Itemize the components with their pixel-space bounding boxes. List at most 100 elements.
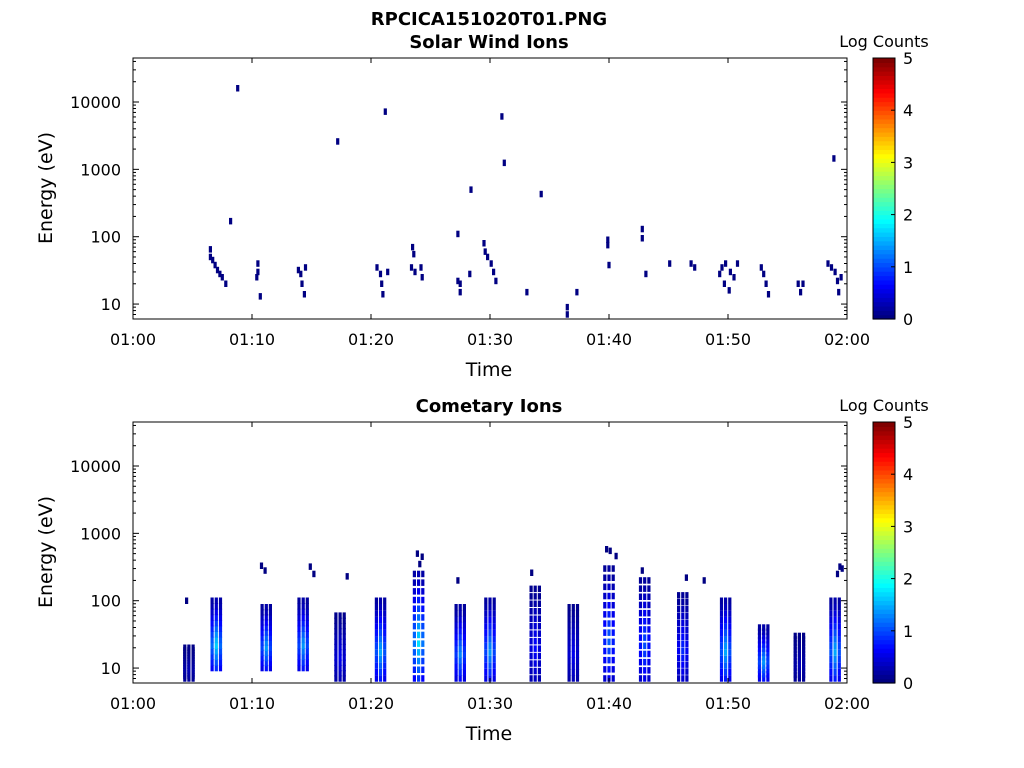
- colorbar-segment: [873, 271, 895, 277]
- heatmap-cell: [802, 636, 806, 643]
- heatmap-cell: [685, 661, 689, 668]
- heatmap-cell: [378, 655, 383, 663]
- heatmap-cell: [301, 664, 305, 672]
- heatmap-cell: [218, 659, 223, 666]
- heatmap-cell: [264, 614, 268, 621]
- heatmap-cell: [728, 662, 732, 669]
- colorbar-segment: [873, 136, 895, 142]
- heatmap-cell: [539, 190, 543, 198]
- heatmap-cell: [529, 645, 533, 652]
- heatmap-cell: [488, 610, 492, 617]
- heatmap-cell: [412, 666, 416, 673]
- colorbar-segment: [873, 62, 895, 68]
- heatmap-cell: [210, 625, 214, 632]
- heatmap-cell: [529, 660, 533, 667]
- heatmap-cell: [334, 617, 338, 625]
- heatmap-cell: [342, 628, 346, 635]
- heatmap-cell: [462, 621, 466, 629]
- heatmap-cell: [647, 585, 651, 592]
- heatmap-cell: [829, 662, 833, 669]
- x-tick-label: 01:10: [229, 694, 275, 713]
- heatmap-cell: [681, 626, 685, 634]
- heatmap-cell: [417, 666, 421, 673]
- colorbar-tick-label: 5: [903, 413, 913, 432]
- heatmap-cell: [529, 622, 533, 630]
- heatmap-cell: [334, 633, 338, 640]
- heatmap-cell: [685, 612, 689, 620]
- colorbar-segment: [873, 639, 895, 645]
- heatmap-cell: [766, 666, 770, 674]
- heatmap-cell: [685, 599, 689, 606]
- heatmap-cell: [677, 640, 681, 648]
- heatmap-cell: [419, 264, 423, 271]
- heatmap-cell: [260, 619, 264, 626]
- heatmap-cell: [537, 660, 541, 667]
- heatmap-cell: [728, 616, 732, 624]
- heatmap-cell: [492, 662, 496, 669]
- colorbar-segment: [873, 548, 895, 554]
- heatmap-cell: [417, 622, 421, 630]
- colorbar-segment: [873, 114, 895, 120]
- colorbar-segment: [873, 648, 895, 654]
- x-axis-label: Time: [465, 723, 513, 745]
- colorbar-segment: [873, 474, 895, 480]
- heatmap-cell: [454, 615, 458, 623]
- heatmap-cell: [607, 629, 611, 636]
- y-axis: 10 100 1000 10000: [70, 424, 847, 684]
- heatmap-cell: [462, 657, 466, 664]
- heatmap-cell: [603, 583, 607, 591]
- colorbar-segment: [873, 292, 895, 298]
- heatmap-cell: [210, 648, 214, 655]
- heatmap-cell: [412, 649, 416, 656]
- heatmap-cell: [702, 577, 706, 584]
- heatmap-cell: [797, 664, 801, 672]
- heatmap-cell: [338, 617, 342, 625]
- heatmap-cell: [757, 675, 762, 682]
- heatmap-cell: [338, 649, 342, 656]
- heatmap-cell: [264, 639, 268, 646]
- heatmap-cell: [719, 629, 724, 637]
- heatmap-cell: [677, 654, 681, 661]
- heatmap-cell: [735, 260, 740, 267]
- heatmap-cell: [720, 264, 724, 271]
- heatmap-cell: [381, 291, 385, 298]
- panel-cometary: Cometary Ions 01:00 01:10 01:20 01:30 01:40 0…: [35, 396, 929, 745]
- colorbar-segment: [873, 218, 895, 224]
- heatmap-cell: [492, 668, 496, 676]
- colorbar-segment: [873, 297, 895, 303]
- colorbar-segment: [873, 461, 895, 467]
- colorbar-segment: [873, 443, 895, 449]
- colorbar-segment: [873, 500, 895, 506]
- heatmap-cell: [268, 609, 272, 616]
- heatmap-cell: [268, 614, 272, 621]
- heatmap-cell: [378, 603, 383, 611]
- colorbar-tick-label: 5: [903, 49, 913, 68]
- heatmap-cell: [210, 597, 214, 604]
- heatmap-cell: [417, 614, 421, 621]
- heatmap-cell: [571, 645, 575, 652]
- heatmap-cell: [762, 641, 766, 648]
- heatmap-cell: [603, 629, 607, 636]
- heatmap-cell: [757, 632, 762, 640]
- heatmap-cell: [264, 604, 268, 611]
- heatmap-cell: [417, 631, 421, 639]
- heatmap-cell: [305, 619, 309, 627]
- heatmap-cell: [607, 602, 611, 609]
- colorbar-segment: [873, 643, 895, 649]
- heatmap-cell: [412, 657, 416, 665]
- heatmap-cell: [571, 639, 575, 647]
- heatmap-cell: [378, 636, 383, 643]
- colorbar-segment: [873, 439, 895, 445]
- heatmap-cell: [724, 610, 728, 617]
- heatmap-cell: [837, 636, 841, 643]
- heatmap-cell: [421, 588, 425, 595]
- heatmap-cell: [454, 604, 458, 611]
- heatmap-cell: [305, 603, 309, 610]
- heatmap-cell: [187, 644, 191, 651]
- heatmap-cell: [829, 675, 833, 682]
- heatmap-cell: [724, 597, 728, 604]
- heatmap-cell: [537, 615, 541, 622]
- colorbar-segment: [873, 426, 895, 432]
- heatmap-cell: [571, 627, 575, 635]
